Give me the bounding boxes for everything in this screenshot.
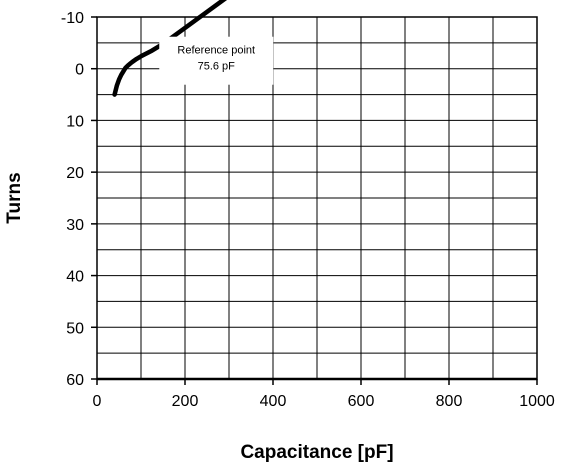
- y-axis-title: Turns: [4, 172, 25, 223]
- y-tick-label: 20: [66, 165, 84, 182]
- y-tick-label: 10: [66, 113, 84, 130]
- y-tick-labels: -10 0 10 20 30 40 50 60: [61, 10, 84, 389]
- plot-frame: [91, 16, 538, 385]
- x-axis-title: Capacitance [pF]: [240, 442, 393, 463]
- y-tick-label: 40: [66, 269, 84, 286]
- x-tick-label: 600: [348, 393, 375, 410]
- y-tick-label: 50: [66, 320, 84, 337]
- series-line: [112, 0, 228, 97]
- x-tick-label: 0: [93, 393, 102, 410]
- annotation-layer: Reference point 75.6 pF: [159, 36, 274, 85]
- annotation-value: 75.6 pF: [198, 61, 236, 73]
- annotation-box: [159, 36, 274, 85]
- x-tick-labels: 0 200 400 600 800 1000: [93, 393, 555, 410]
- series-layer: [112, 0, 228, 97]
- x-tick-label: 800: [436, 393, 463, 410]
- y-tick-label: 0: [75, 62, 84, 79]
- x-tick-label: 200: [172, 393, 199, 410]
- x-tick-label: 1000: [519, 393, 555, 410]
- x-tick-label: 400: [260, 393, 287, 410]
- y-tick-label: 30: [66, 217, 84, 234]
- annotation-title: Reference point: [177, 45, 255, 57]
- y-tick-label: 60: [66, 372, 84, 389]
- y-tick-label: -10: [61, 10, 84, 27]
